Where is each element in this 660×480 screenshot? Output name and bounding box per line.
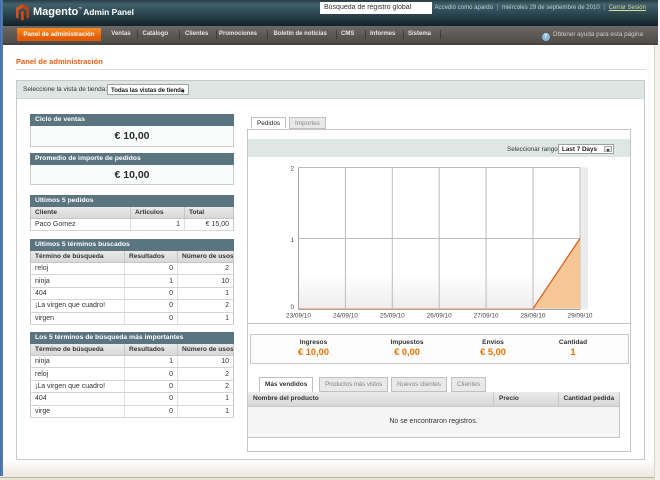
svg-text:0: 0 bbox=[290, 304, 294, 311]
svg-text:23/09/10: 23/09/10 bbox=[286, 313, 311, 320]
svg-text:24/09/10: 24/09/10 bbox=[333, 313, 358, 320]
svg-text:2: 2 bbox=[290, 166, 294, 173]
svg-text:1: 1 bbox=[290, 237, 294, 244]
svg-text:25/09/10: 25/09/10 bbox=[380, 313, 405, 320]
svg-text:28/09/10: 28/09/10 bbox=[521, 313, 546, 320]
svg-text:27/09/10: 27/09/10 bbox=[474, 313, 499, 320]
svg-text:26/09/10: 26/09/10 bbox=[427, 313, 452, 320]
svg-text:29/09/10: 29/09/10 bbox=[568, 313, 593, 320]
